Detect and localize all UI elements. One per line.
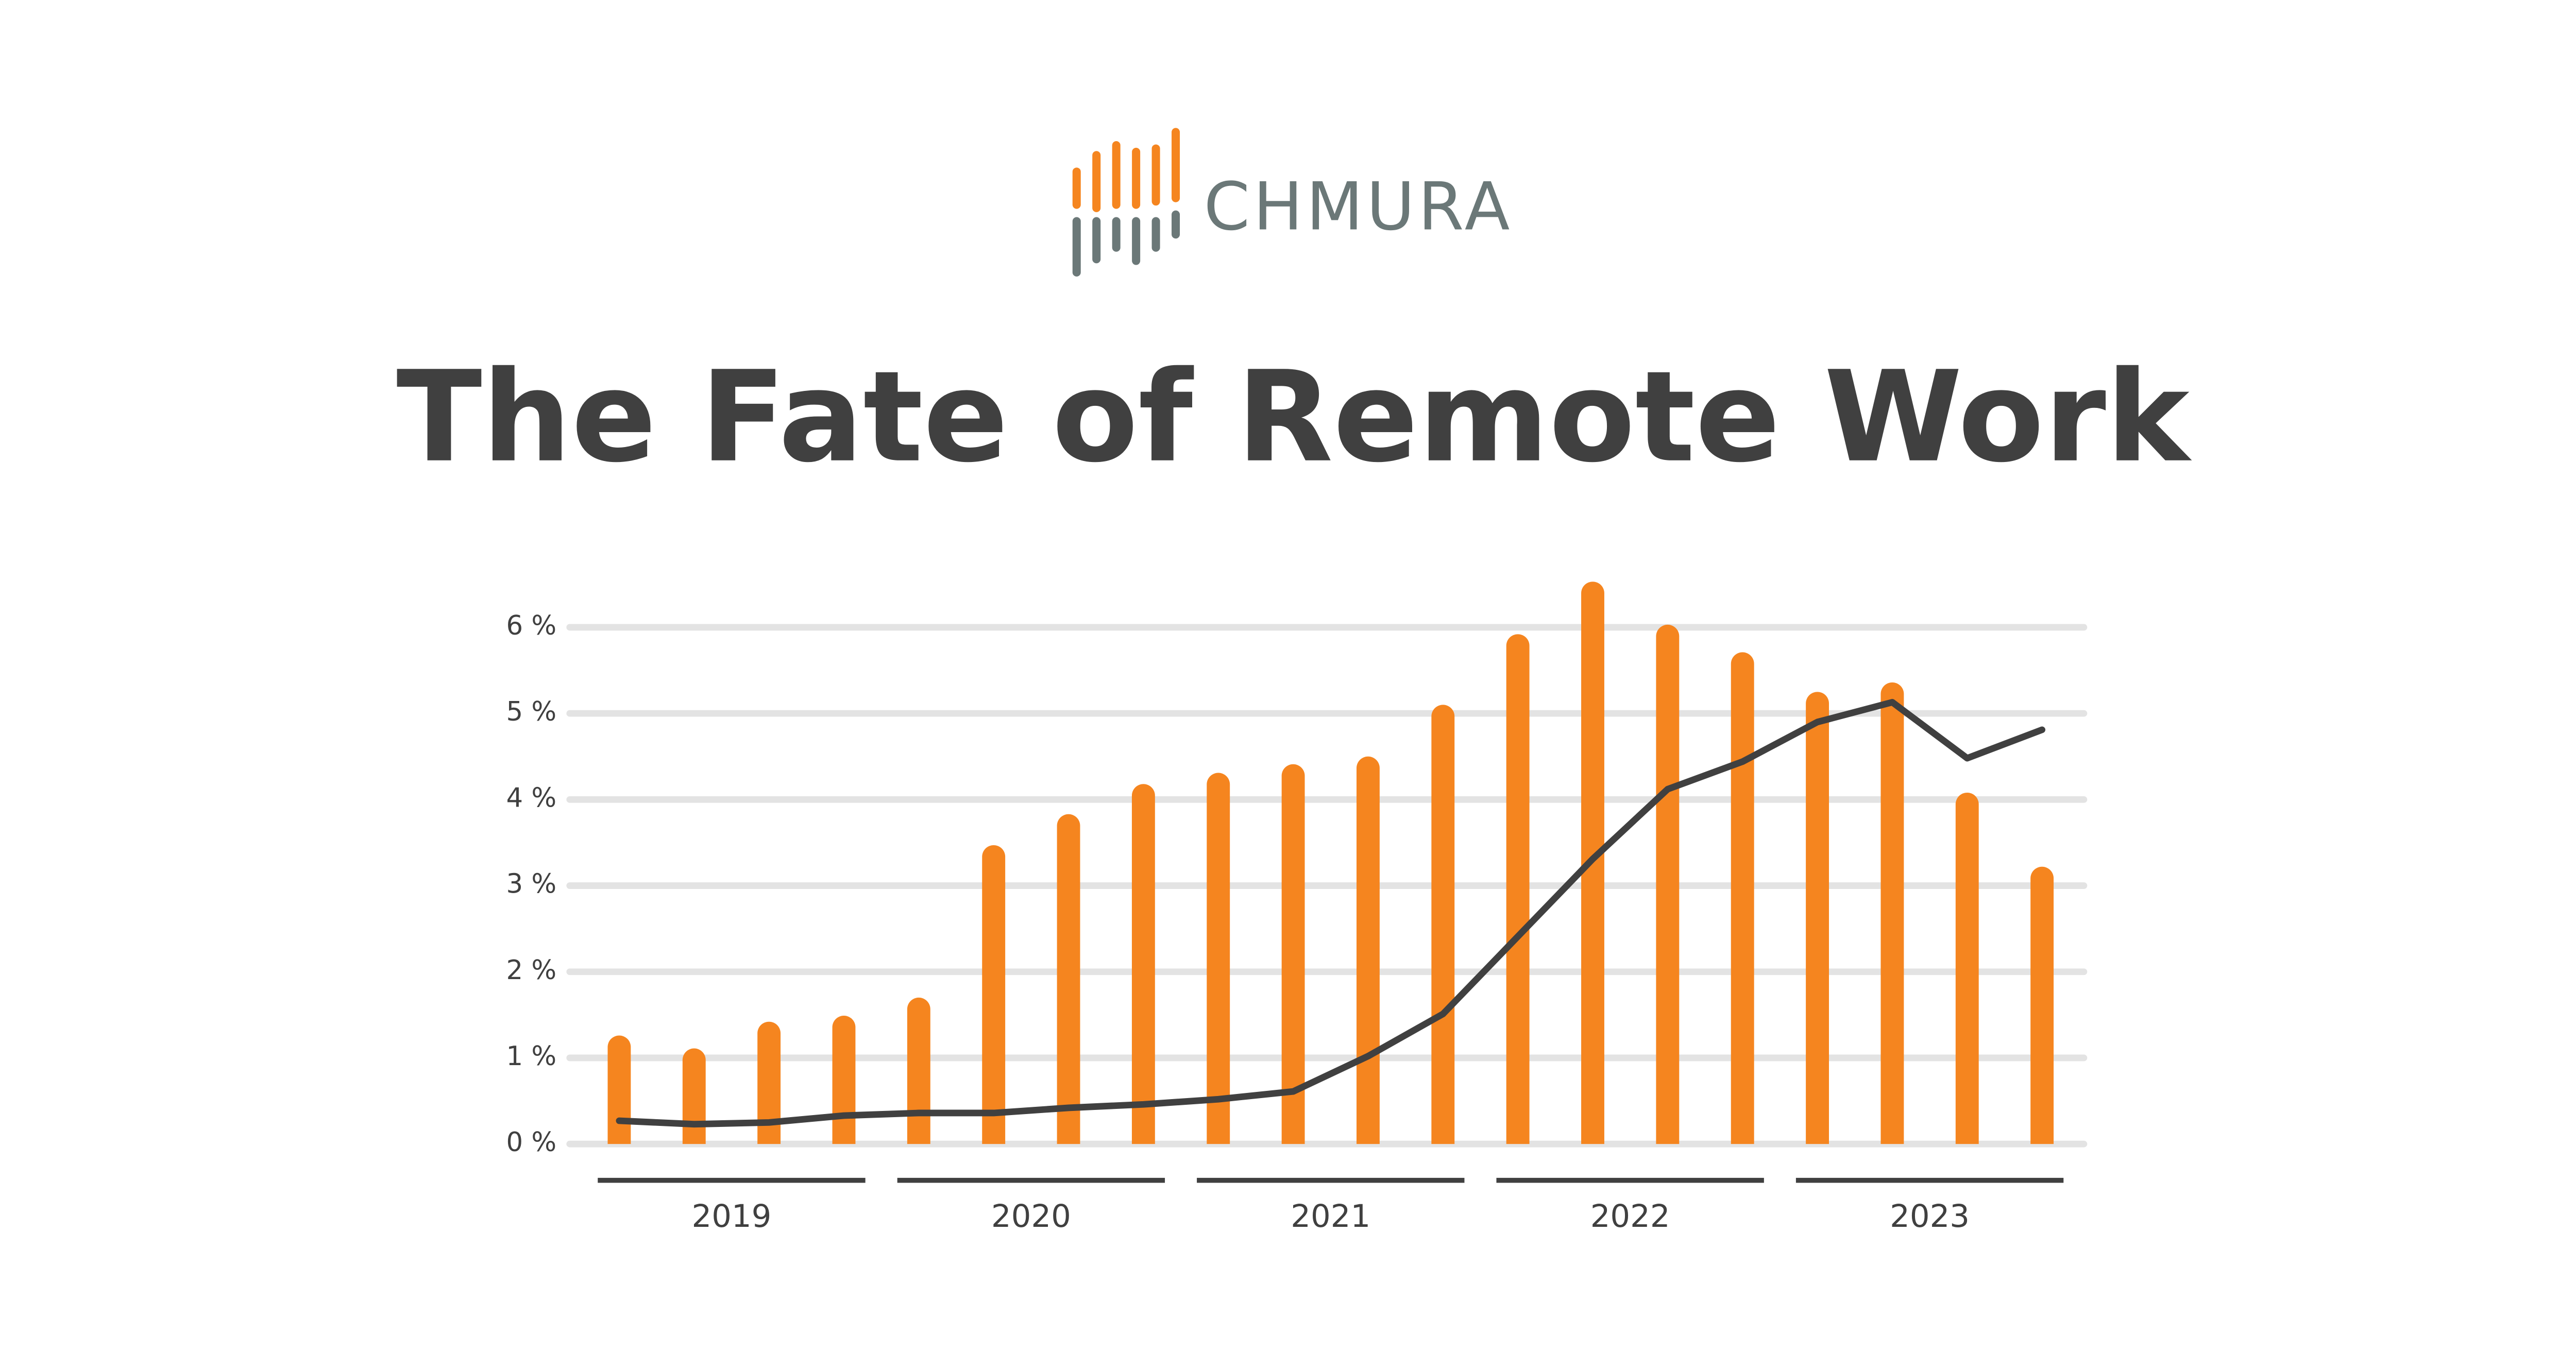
bar — [1131, 784, 1155, 1144]
bar — [1506, 634, 1530, 1144]
y-tick-label: 2 % — [506, 955, 557, 986]
x-group-label: 2019 — [691, 1198, 771, 1235]
y-tick-label: 5 % — [506, 696, 557, 727]
bar — [757, 1021, 781, 1144]
bar — [2030, 866, 2054, 1144]
bar — [1281, 764, 1305, 1144]
bar — [982, 845, 1006, 1144]
y-tick-label: 0 % — [506, 1127, 557, 1158]
bar — [682, 1048, 706, 1144]
x-group-label: 2021 — [1291, 1198, 1370, 1235]
bar — [1656, 624, 1680, 1144]
y-tick-label: 6 % — [506, 610, 557, 641]
plot: 0 % 1 % 2 % 3 % 4 % 5 % 6 % 2019 2020 2021 2022 202… — [506, 581, 2088, 1235]
bar — [607, 1035, 631, 1144]
bar — [1806, 692, 1829, 1144]
bar — [1880, 682, 1904, 1144]
bar — [1955, 792, 1979, 1144]
y-tick-label: 3 % — [506, 869, 557, 900]
logo-text: CHMURA — [1204, 168, 1513, 245]
logo-icon — [1072, 128, 1180, 277]
x-group-label: 2020 — [991, 1198, 1071, 1235]
bar — [832, 1016, 856, 1144]
bar — [907, 997, 930, 1144]
x-group-label: 2023 — [1890, 1198, 1970, 1235]
y-tick-label: 4 % — [506, 782, 557, 813]
y-tick-label: 1 % — [506, 1041, 557, 1072]
trend-line — [616, 699, 2046, 1128]
bar — [1357, 756, 1380, 1144]
bar — [1431, 705, 1455, 1144]
chart-title: The Fate of Remote Work — [396, 345, 2192, 490]
bar — [1731, 652, 1754, 1144]
bar — [1057, 814, 1080, 1144]
bar — [1207, 773, 1230, 1144]
x-group-label: 2022 — [1590, 1198, 1670, 1235]
